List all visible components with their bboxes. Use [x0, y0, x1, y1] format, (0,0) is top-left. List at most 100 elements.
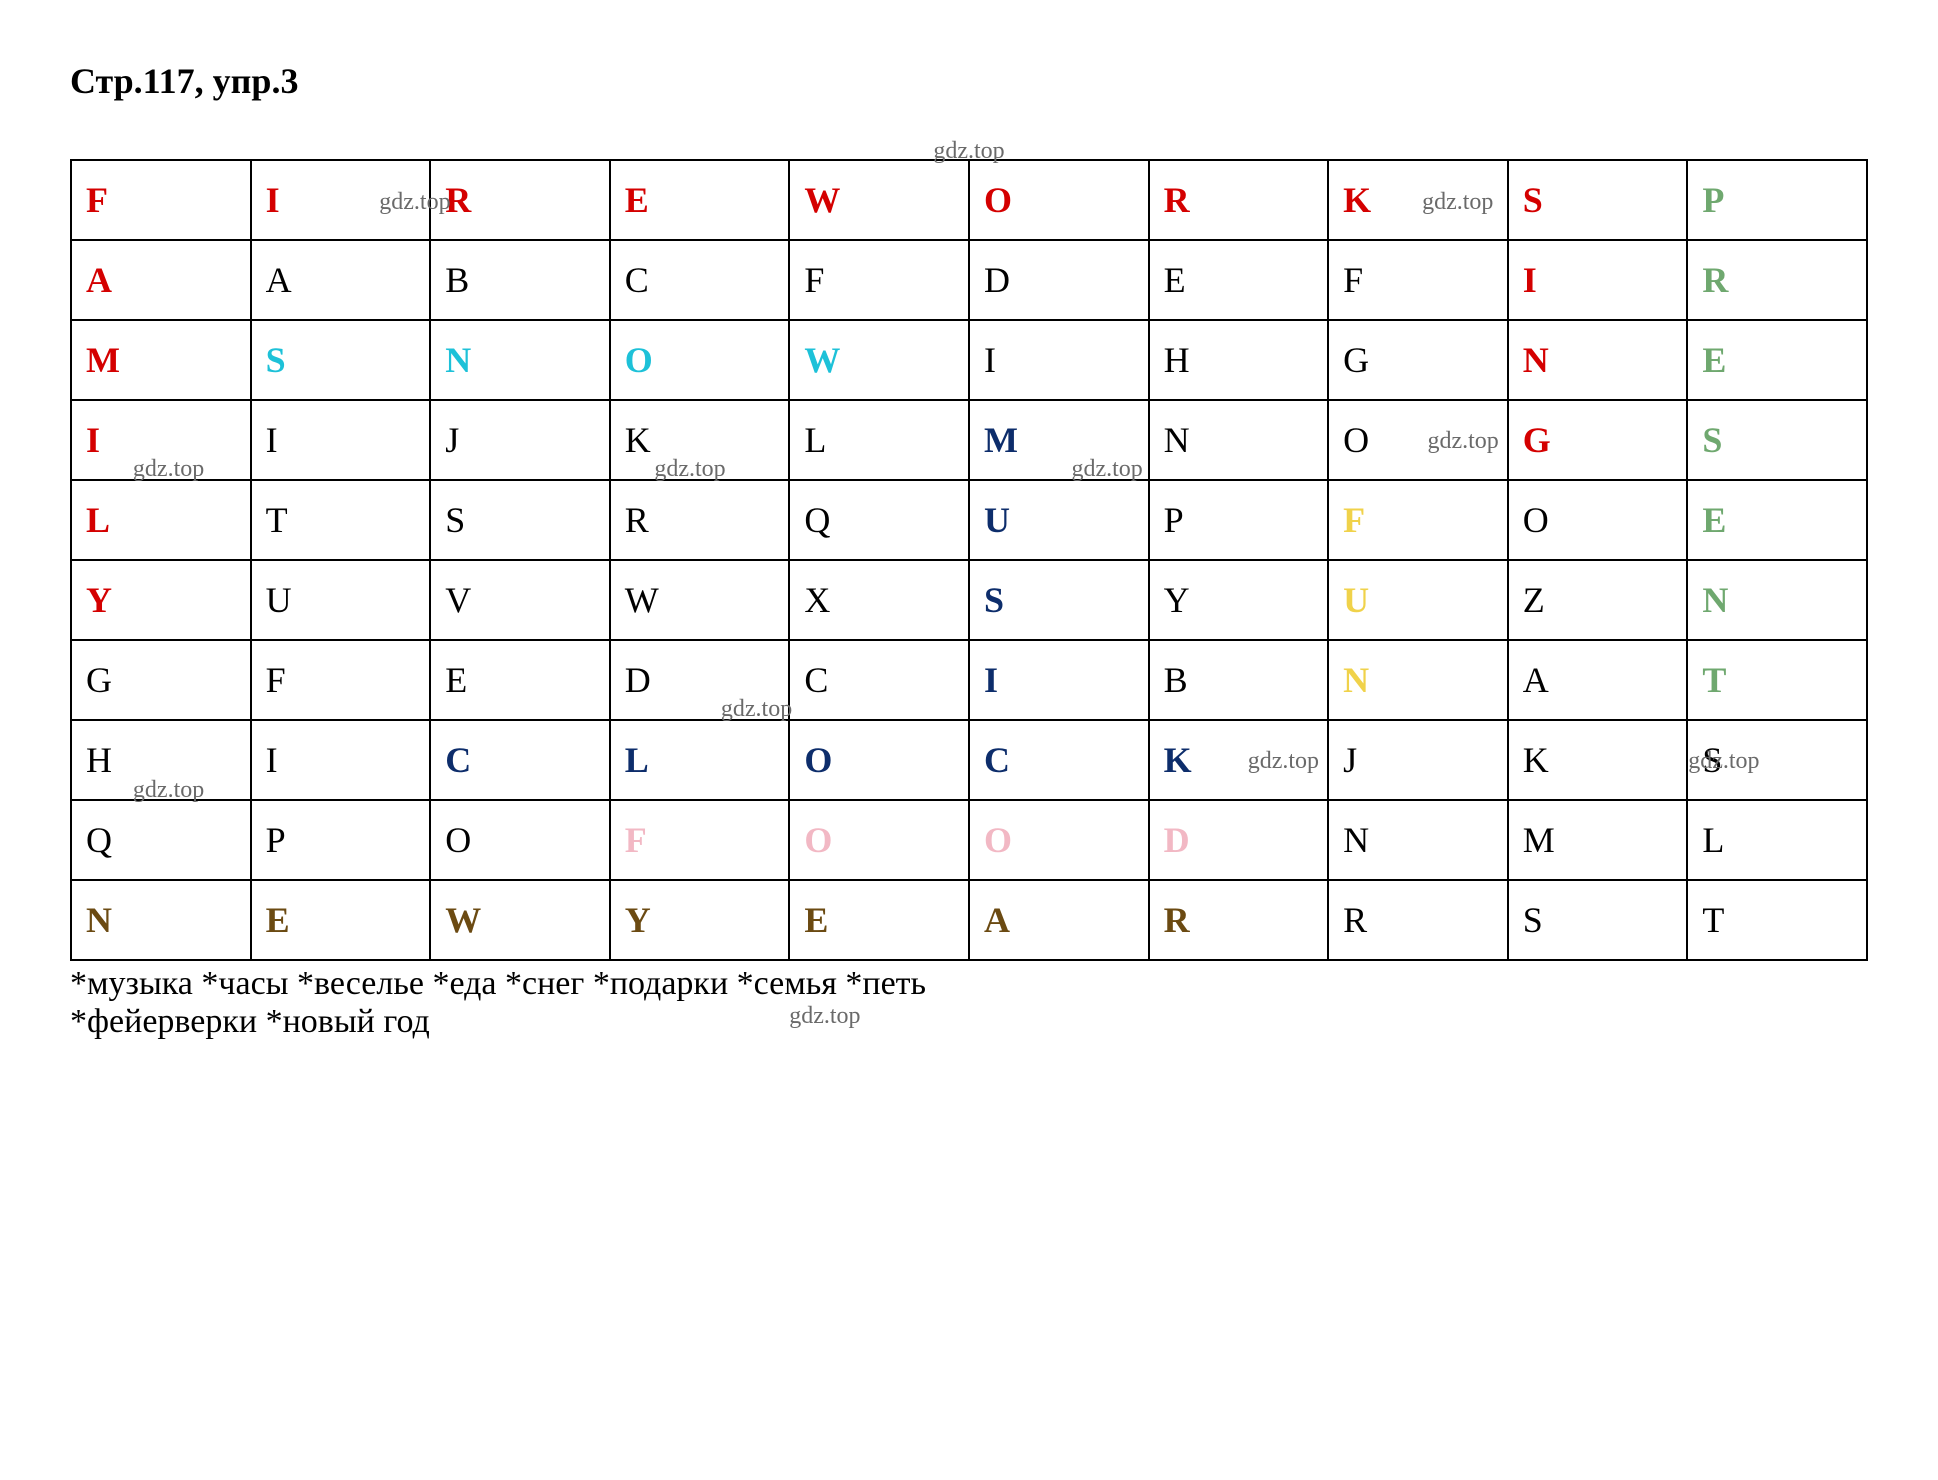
grid-cell: G	[1328, 320, 1508, 400]
grid-cell: K	[1508, 720, 1688, 800]
grid-cell: U	[251, 560, 431, 640]
grid-cell: O	[430, 800, 610, 880]
grid-cell: K	[1149, 720, 1329, 800]
grid-cell: V	[430, 560, 610, 640]
watermark-top: gdz.top	[70, 138, 1868, 165]
grid-cell: L	[71, 480, 251, 560]
grid-cell: E	[1687, 480, 1867, 560]
grid-cell: O	[789, 720, 969, 800]
grid-cell: U	[969, 480, 1149, 560]
grid-cell: R	[1328, 880, 1508, 960]
grid-cell: F	[71, 160, 251, 240]
grid-cell: B	[1149, 640, 1329, 720]
answers-line-1: *музыка *часы *веселье *еда *снег *подар…	[70, 965, 1868, 1003]
grid-cell: N	[1328, 800, 1508, 880]
grid-cell: E	[1687, 320, 1867, 400]
grid-cell: X	[789, 560, 969, 640]
grid-row: AABCFDEFIR	[71, 240, 1867, 320]
grid-cell: R	[430, 160, 610, 240]
grid-cell: O	[1508, 480, 1688, 560]
grid-cell: R	[1149, 880, 1329, 960]
grid-cell: C	[610, 240, 790, 320]
grid-cell: L	[1687, 800, 1867, 880]
grid-cell: A	[71, 240, 251, 320]
grid-cell: F	[251, 640, 431, 720]
grid-cell: H	[1149, 320, 1329, 400]
grid-cell: E	[1149, 240, 1329, 320]
grid-cell: S	[1508, 160, 1688, 240]
grid-cell: M	[969, 400, 1149, 480]
grid-cell: S	[1687, 720, 1867, 800]
grid-cell: Y	[610, 880, 790, 960]
grid-cell: T	[251, 480, 431, 560]
grid-cell: I	[1508, 240, 1688, 320]
grid-cell: G	[71, 640, 251, 720]
grid-cell: S	[251, 320, 431, 400]
grid-cell: F	[789, 240, 969, 320]
grid-cell: O	[1328, 400, 1508, 480]
grid-cell: I	[969, 640, 1149, 720]
grid-cell: E	[251, 880, 431, 960]
grid-cell: M	[1508, 800, 1688, 880]
grid-cell: E	[610, 160, 790, 240]
grid-row: FIREWORKSP	[71, 160, 1867, 240]
grid-cell: L	[610, 720, 790, 800]
grid-cell: K	[1328, 160, 1508, 240]
grid-cell: C	[430, 720, 610, 800]
grid-cell: C	[789, 640, 969, 720]
grid-row: HICLOCKJKS	[71, 720, 1867, 800]
grid-cell: P	[1149, 480, 1329, 560]
grid-cell: T	[1687, 880, 1867, 960]
grid-cell: Z	[1508, 560, 1688, 640]
grid-cell: I	[251, 160, 431, 240]
grid-cell: G	[1508, 400, 1688, 480]
grid-row: NEWYEARRST	[71, 880, 1867, 960]
grid-cell: I	[969, 320, 1149, 400]
grid-cell: A	[969, 880, 1149, 960]
grid-cell: S	[969, 560, 1149, 640]
grid-cell: N	[430, 320, 610, 400]
grid-cell: O	[789, 800, 969, 880]
grid-cell: N	[1687, 560, 1867, 640]
grid-cell: S	[1508, 880, 1688, 960]
grid-cell: I	[251, 720, 431, 800]
grid-cell: R	[1149, 160, 1329, 240]
grid-cell: W	[789, 320, 969, 400]
grid-cell: O	[969, 160, 1149, 240]
word-search-wrap: FIREWORKSPAABCFDEFIRMSNOWIHGNEIIJKLMNOGS…	[70, 159, 1868, 961]
grid-cell: Y	[71, 560, 251, 640]
grid-cell: S	[430, 480, 610, 560]
grid-cell: A	[251, 240, 431, 320]
grid-cell: D	[1149, 800, 1329, 880]
grid-cell: C	[969, 720, 1149, 800]
grid-cell: Q	[789, 480, 969, 560]
grid-cell: H	[71, 720, 251, 800]
grid-row: YUVWXSYUZN	[71, 560, 1867, 640]
grid-cell: F	[610, 800, 790, 880]
grid-cell: T	[1687, 640, 1867, 720]
grid-cell: U	[1328, 560, 1508, 640]
grid-cell: N	[1508, 320, 1688, 400]
page-title: Стр.117, упр.3	[70, 60, 1868, 102]
grid-cell: J	[430, 400, 610, 480]
grid-cell: A	[1508, 640, 1688, 720]
grid-cell: F	[1328, 480, 1508, 560]
grid-cell: O	[610, 320, 790, 400]
grid-cell: F	[1328, 240, 1508, 320]
grid-cell: N	[71, 880, 251, 960]
grid-row: GFEDCIBNAT	[71, 640, 1867, 720]
grid-cell: L	[789, 400, 969, 480]
grid-row: QPOFOODNML	[71, 800, 1867, 880]
watermark-answers: gdz.top	[789, 1003, 860, 1030]
answers-line-2: *фейерверки *новый год	[70, 1003, 430, 1040]
grid-cell: P	[1687, 160, 1867, 240]
grid-cell: Y	[1149, 560, 1329, 640]
grid-cell: S	[1687, 400, 1867, 480]
grid-cell: M	[71, 320, 251, 400]
grid-cell: Q	[71, 800, 251, 880]
grid-cell: D	[969, 240, 1149, 320]
grid-row: LTSRQUPFOE	[71, 480, 1867, 560]
grid-row: IIJKLMNOGS	[71, 400, 1867, 480]
grid-cell: W	[430, 880, 610, 960]
grid-cell: W	[610, 560, 790, 640]
